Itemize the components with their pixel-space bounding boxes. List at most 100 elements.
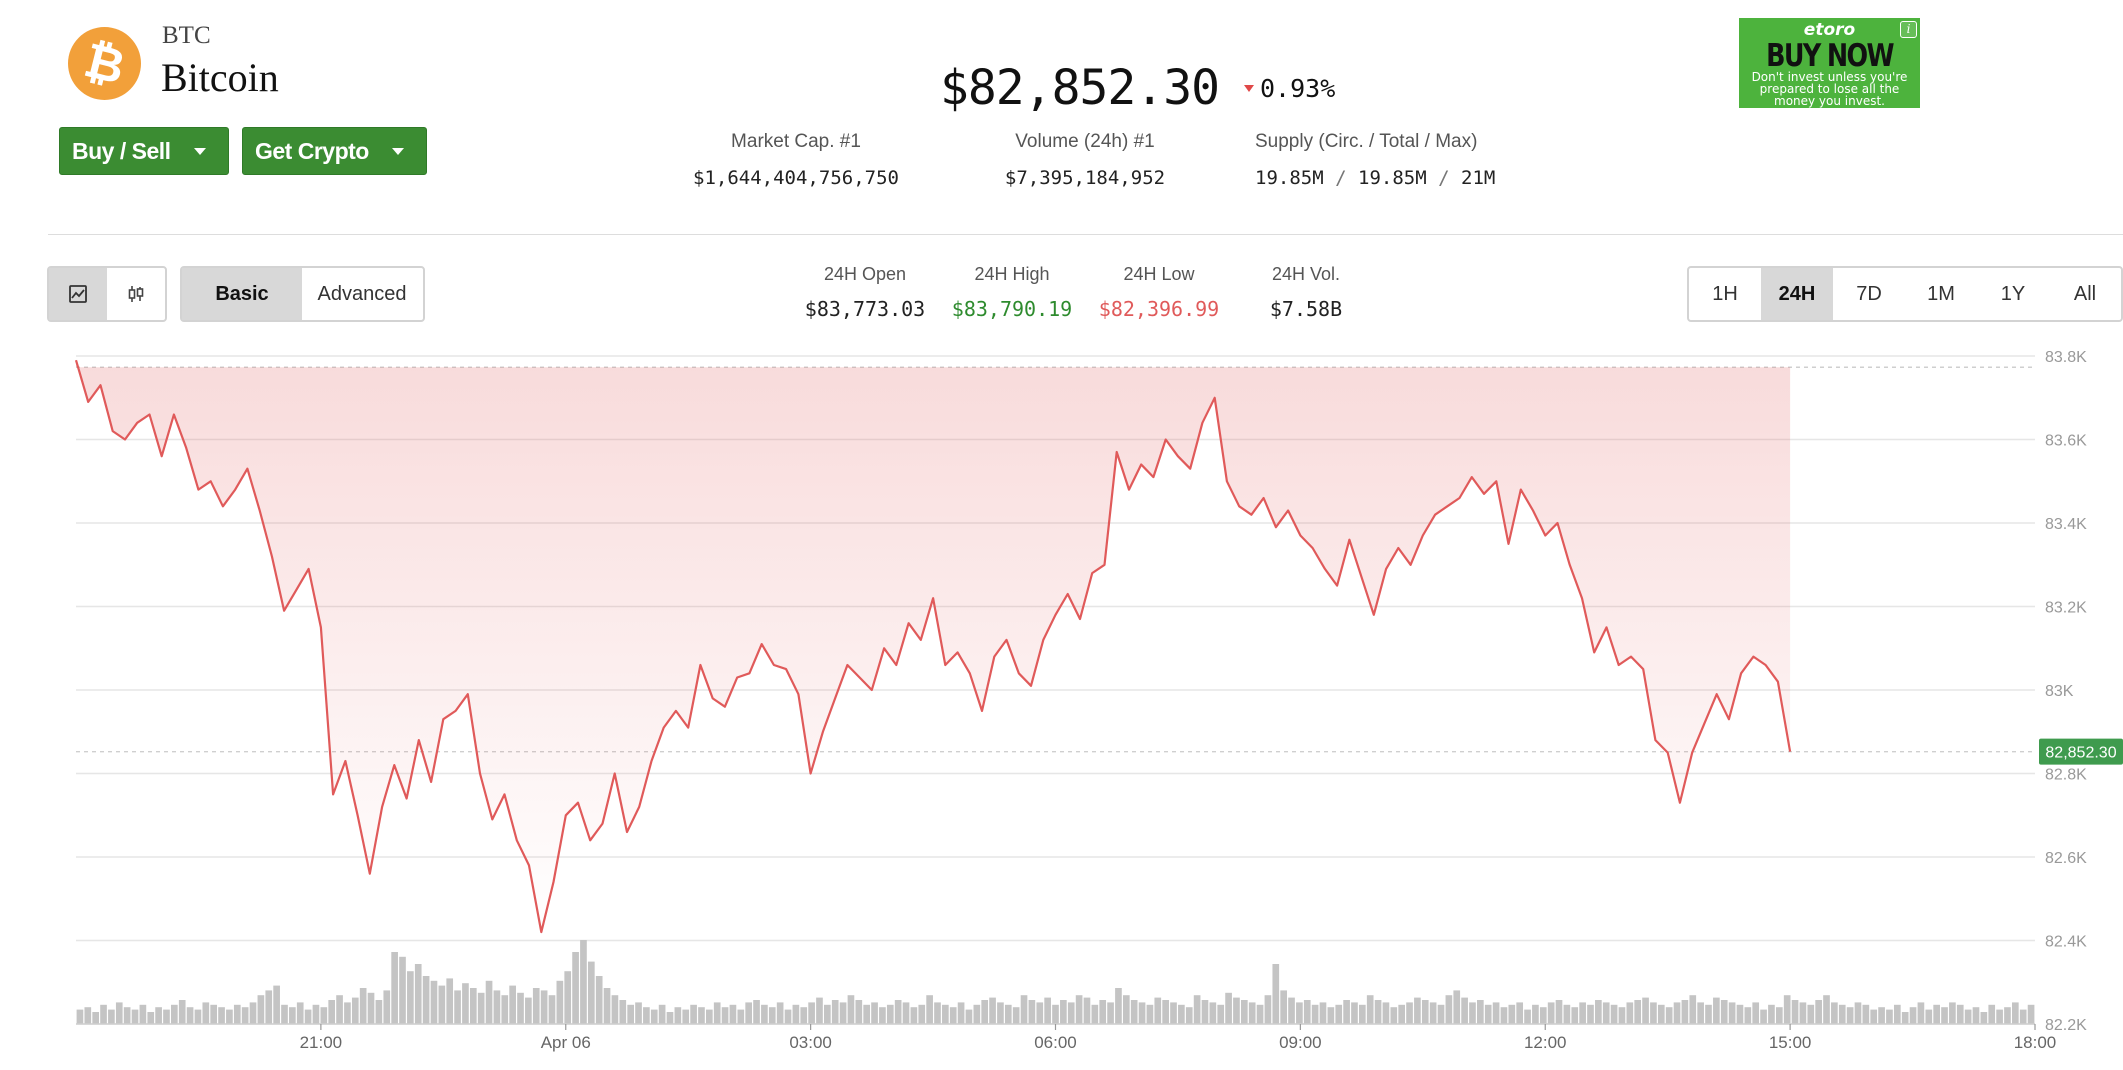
range-1h[interactable]: 1H xyxy=(1712,282,1738,305)
ad-cta: BUY NOW xyxy=(1766,38,1894,74)
high-stat: 24H High $83,790.19 xyxy=(942,264,1082,321)
volume-bar xyxy=(1099,1000,1107,1024)
volume-bar xyxy=(1115,988,1122,1024)
volume-bar xyxy=(753,1000,760,1024)
volume-bar xyxy=(745,1002,753,1024)
volume-bar xyxy=(186,1007,194,1024)
volume-bar xyxy=(855,1000,863,1024)
volume-bar xyxy=(1634,1000,1642,1024)
volume-bar xyxy=(556,980,564,1024)
volume-bar xyxy=(1886,1009,1893,1024)
volume-bar xyxy=(973,1004,981,1024)
volume-bar xyxy=(1162,1000,1169,1024)
buy-sell-button[interactable]: Buy / Sell xyxy=(59,127,229,175)
get-crypto-button[interactable]: Get Crypto xyxy=(242,127,427,175)
market-cap-value: $1,644,404,756,750 xyxy=(693,167,899,189)
volume-bar xyxy=(1941,1007,1948,1024)
volume-bar xyxy=(1720,1000,1728,1024)
volume-bar xyxy=(108,1009,115,1024)
etoro-ad-banner[interactable]: etoro BUY NOW Don't invest unless you're… xyxy=(1739,18,1920,108)
volume-bar xyxy=(894,1000,902,1024)
range-24h[interactable]: 24H xyxy=(1761,268,1833,320)
volume-bar xyxy=(1437,1004,1445,1024)
supply-stat: Supply (Circ. / Total / Max) 19.85M / 19… xyxy=(1255,131,1495,189)
volume-bar xyxy=(1744,1007,1752,1024)
y-tick-label: 82.4K xyxy=(2045,934,2087,951)
volume-bar xyxy=(123,1007,131,1024)
volume-bar xyxy=(721,1007,729,1024)
ad-disclaimer: Don't invest unless you're prepared to l… xyxy=(1751,70,1908,108)
volume-bar xyxy=(139,1004,147,1024)
volume-bar xyxy=(296,1002,304,1024)
current-price-badge xyxy=(2039,738,2123,765)
volume-bar xyxy=(1972,1007,1980,1024)
volume-bar xyxy=(800,1007,808,1024)
x-tick-label: Apr 06 xyxy=(541,1033,591,1052)
volume-bar xyxy=(1044,997,1051,1024)
volume-bar xyxy=(690,1004,697,1024)
current-price-badge-label: 82,852.30 xyxy=(2045,745,2116,762)
volume-bar xyxy=(1768,1004,1775,1024)
volume-bar xyxy=(517,992,524,1024)
volume-bar xyxy=(1272,964,1280,1024)
volume-bar xyxy=(1665,1007,1673,1024)
line-chart-button[interactable] xyxy=(49,268,107,320)
volume-bar xyxy=(587,961,595,1024)
volume-bar xyxy=(1760,1009,1767,1024)
supply-separator: / xyxy=(1438,167,1450,189)
volume-bar xyxy=(1878,1007,1885,1024)
volume-bar xyxy=(1374,1000,1382,1024)
volume-bar xyxy=(902,1002,910,1024)
x-tick-label: 06:00 xyxy=(1034,1033,1077,1052)
low-value: $82,396.99 xyxy=(1098,297,1220,321)
volume-bar xyxy=(1783,995,1791,1024)
range-all[interactable]: All xyxy=(2073,282,2097,305)
volume-bar xyxy=(359,988,367,1024)
volume-bar xyxy=(926,995,933,1024)
info-icon[interactable]: i xyxy=(1900,21,1917,38)
market-cap-stat: Market Cap. #1 $1,644,404,756,750 xyxy=(686,131,906,189)
volume-bar xyxy=(1122,995,1130,1024)
y-tick-label: 82.8K xyxy=(2045,767,2087,784)
volume-bar xyxy=(981,1000,989,1024)
volume-bar xyxy=(713,1002,721,1024)
volume-bar xyxy=(1964,1009,1972,1024)
volume-bar xyxy=(674,1007,682,1024)
volume-bar xyxy=(1052,1004,1059,1024)
volume-bar xyxy=(910,1007,918,1024)
x-tick-label: 12:00 xyxy=(1524,1033,1567,1052)
volume-bar xyxy=(871,1002,878,1024)
volume-bar xyxy=(532,988,540,1024)
volume-bar xyxy=(1248,1002,1256,1024)
low-stat: 24H Low $82,396.99 xyxy=(1089,264,1229,321)
buy-sell-label: Buy / Sell xyxy=(72,137,171,164)
volume-bar xyxy=(336,995,343,1024)
range-7d[interactable]: 7D xyxy=(1856,282,1882,305)
volume-bar xyxy=(886,1004,894,1024)
volume-bar xyxy=(1146,1004,1154,1024)
volume-bar xyxy=(1264,995,1272,1024)
basic-mode-button[interactable]: Basic xyxy=(182,268,302,320)
volume-bar xyxy=(949,1007,957,1024)
candlestick-button[interactable] xyxy=(107,268,165,320)
volume-bar xyxy=(1170,1002,1177,1024)
volume-bar xyxy=(1453,990,1461,1024)
volume-bar xyxy=(383,990,391,1024)
range-1m[interactable]: 1M xyxy=(1927,282,1955,305)
volume-bar xyxy=(564,971,572,1024)
volume-bar xyxy=(328,1000,336,1024)
volume-bar xyxy=(485,980,493,1024)
volume-bar xyxy=(548,995,556,1024)
time-range-selector: 1H 24H 7D 1M 1Y All xyxy=(1687,266,2123,322)
volume-bar xyxy=(1012,1007,1020,1024)
range-1y[interactable]: 1Y xyxy=(2000,282,2026,305)
advanced-mode-button[interactable]: Advanced xyxy=(317,282,407,305)
volume-bar xyxy=(1256,1004,1264,1024)
volume-bar xyxy=(1280,990,1287,1024)
volume-bar xyxy=(233,1004,241,1024)
ad-brand: etoro xyxy=(1803,20,1856,40)
volume-bar xyxy=(312,1004,320,1024)
volume-bar xyxy=(249,1002,257,1024)
volume-bar xyxy=(1901,1012,1909,1024)
volume-bar xyxy=(2004,1007,2011,1024)
